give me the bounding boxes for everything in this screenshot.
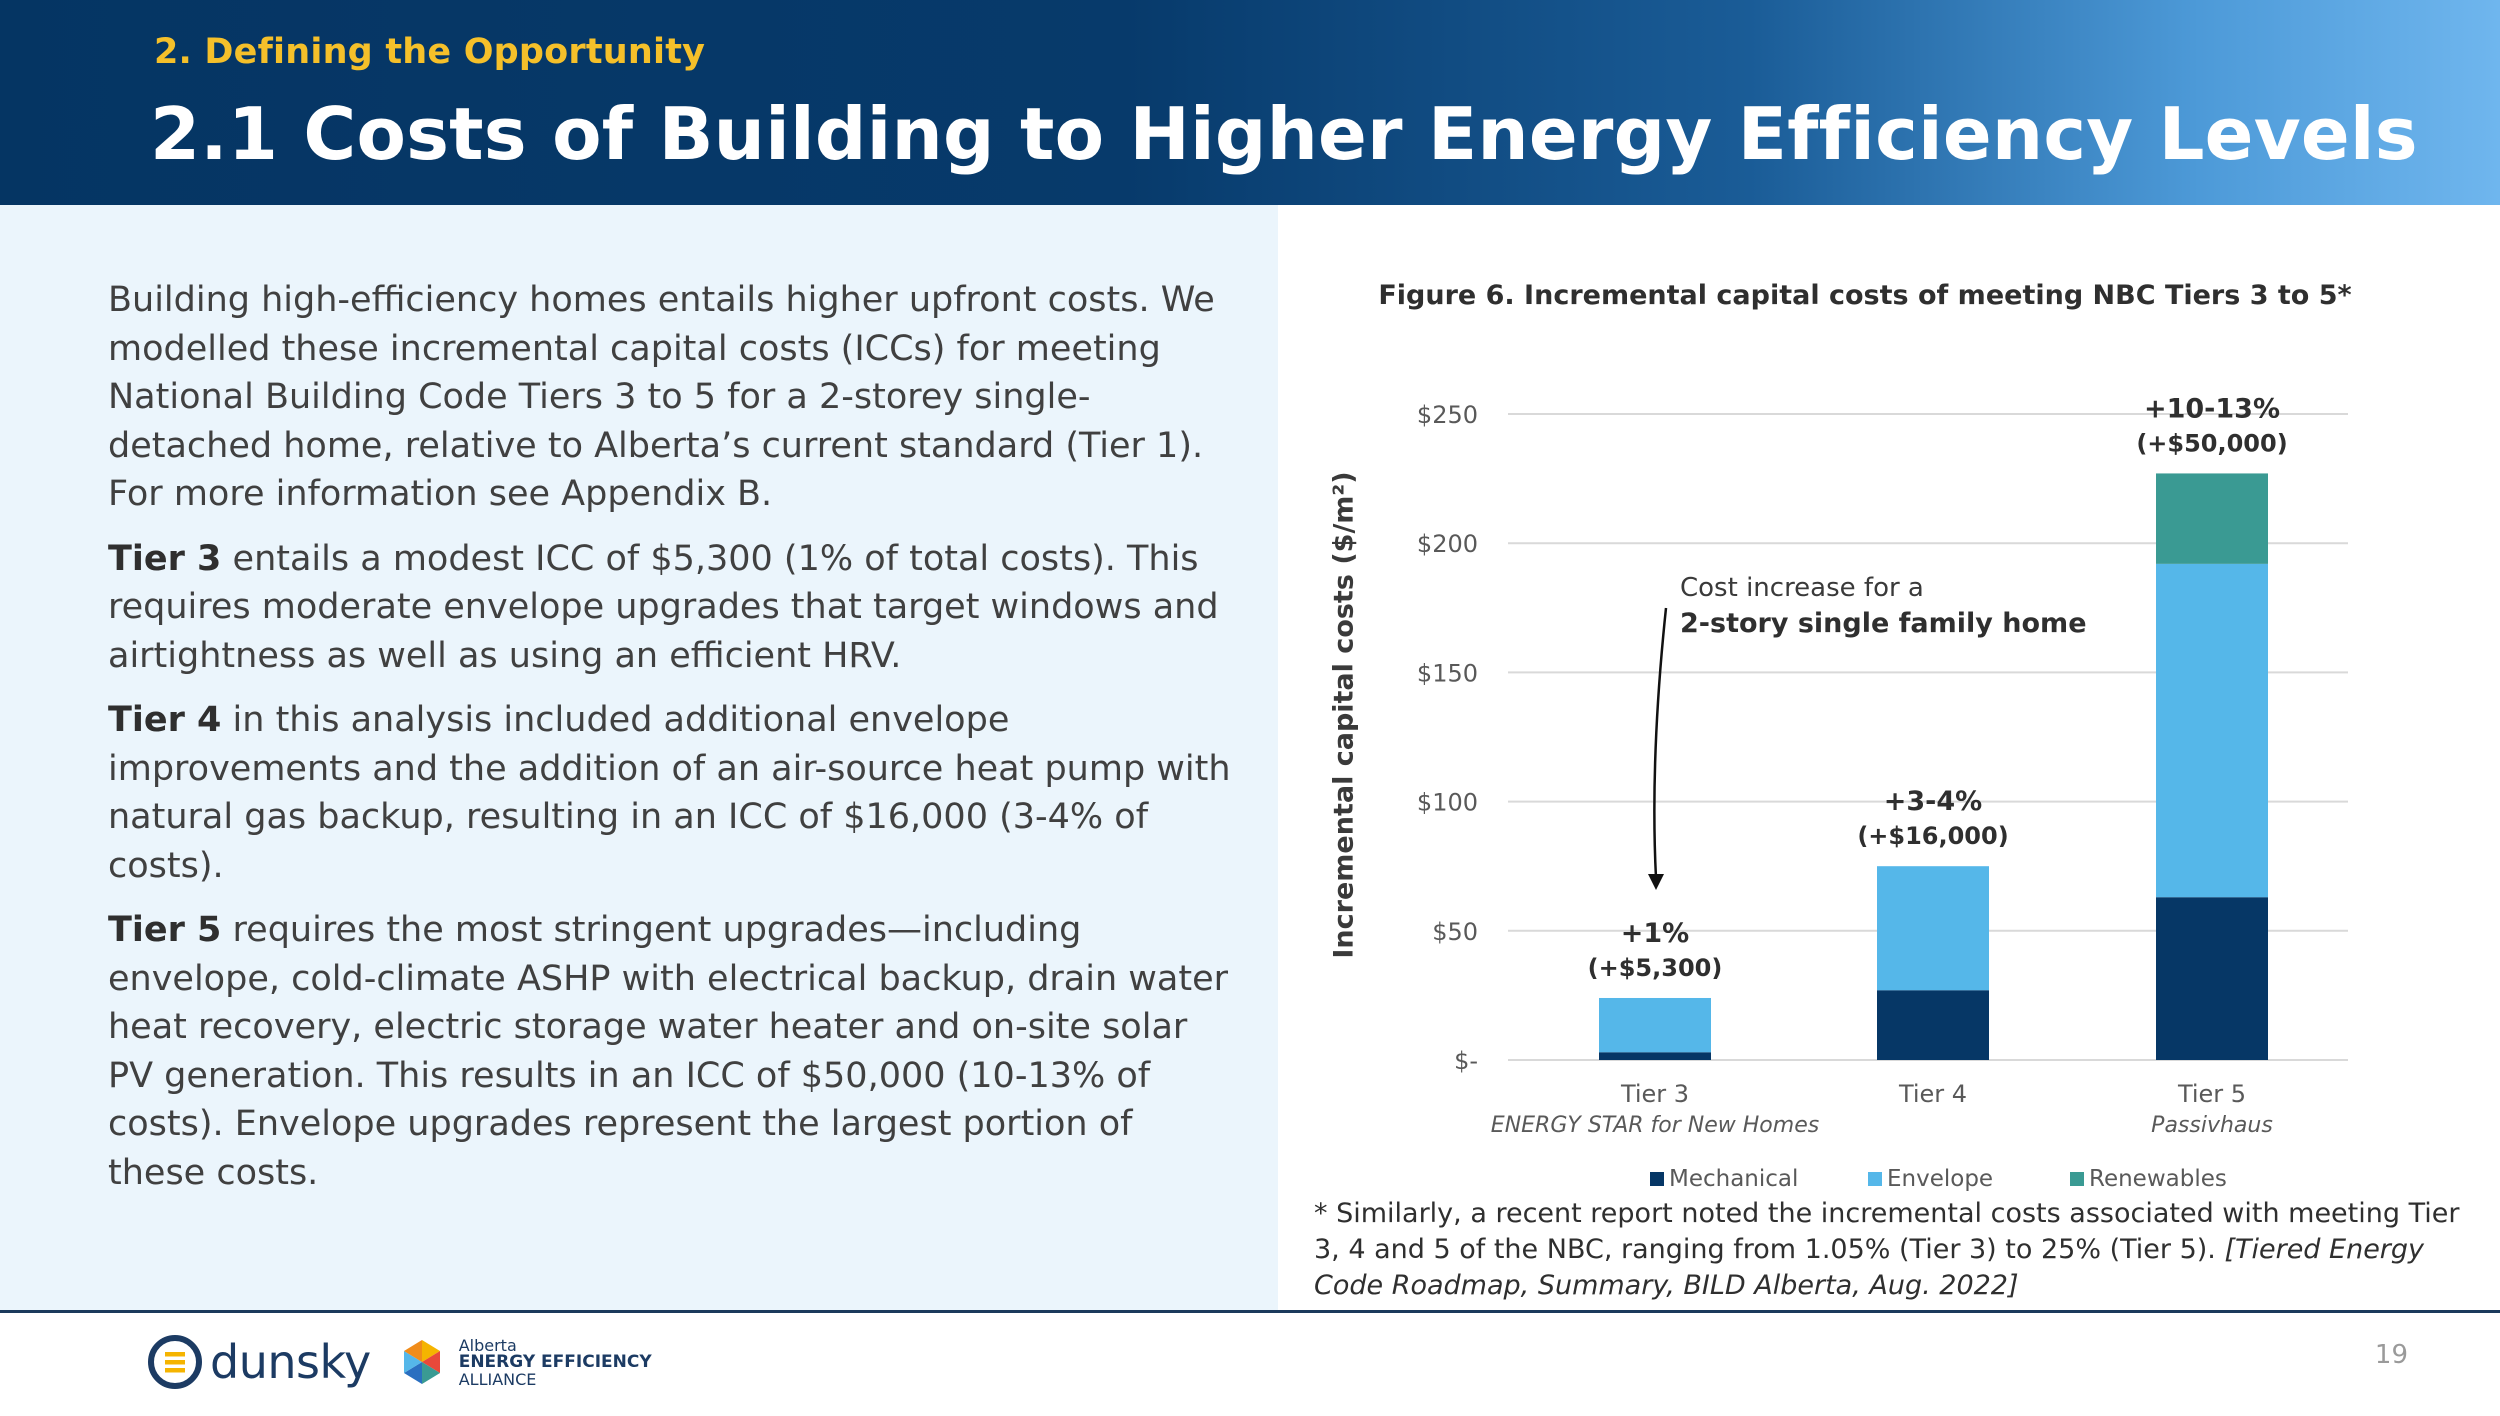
dunsky-logo-icon: [148, 1335, 202, 1389]
stacked-bar-chart: $- $50 $100 $150 $200 $250 +1% (+$5,300) Tier 3 E…: [1417, 393, 2348, 1192]
annotation-line1: Cost increase for a: [1680, 573, 1924, 603]
tier4-paragraph: Tier 4 in this analysis included additio…: [108, 696, 1238, 890]
aeea-logo-text: Alberta ENERGY EFFICIENCY ALLIANCE: [459, 1337, 652, 1388]
x-tick-label: Tier 3: [1620, 1080, 1689, 1108]
bar-tier3-envelope: [1599, 997, 1711, 1053]
y-tick-label: $150: [1417, 659, 1478, 687]
x-tick-label: Tier 4: [1898, 1080, 1967, 1108]
data-label-cost: (+$16,000): [1857, 822, 2008, 850]
bar-tier5-envelope: [2156, 563, 2268, 898]
bar-tier5-renewables: [2156, 473, 2268, 564]
tier3-text: entails a modest ICC of $5,300 (1% of to…: [108, 538, 1219, 676]
legend-label-envelope: Envelope: [1887, 1166, 1993, 1192]
footnote-citation: [Tiered Energy Code Roadmap, Summary, BI…: [1314, 1234, 2425, 1301]
x-tick-label: Tier 5: [2177, 1080, 2246, 1108]
aeea-logo-line3: ALLIANCE: [458, 1369, 537, 1389]
tier5-paragraph: Tier 5 requires the most stringent upgra…: [108, 906, 1238, 1197]
bar-tier5-mechanical: [2156, 897, 2268, 1060]
data-label-pct: +10-13%: [2144, 393, 2280, 424]
dunsky-logo-text: dunsky: [210, 1335, 371, 1389]
bar-tier4-envelope: [1877, 866, 1989, 991]
tier3-paragraph: Tier 3 entails a modest ICC of $5,300 (1…: [108, 535, 1238, 681]
legend-swatch-mechanical: [1650, 1172, 1664, 1186]
annotation-arrow-line: [1653, 607, 1668, 879]
footer-divider: [0, 1310, 2500, 1313]
legend-label-renewables: Renewables: [2089, 1166, 2227, 1192]
data-label-pct: +3-4%: [1884, 786, 1982, 817]
footnote: * Similarly, a recent report noted the i…: [1314, 1196, 2474, 1304]
tier4-text: in this analysis included additional env…: [108, 700, 1231, 886]
page-number: 19: [2374, 1340, 2408, 1370]
bar-tier3-mechanical: [1599, 1052, 1711, 1060]
data-label-cost: (+$5,300): [1588, 954, 1723, 982]
data-label-pct: +1%: [1621, 918, 1689, 949]
annotation-line2: 2-story single family home: [1680, 608, 2087, 639]
tier5-label: Tier 5: [108, 910, 222, 950]
body-text: Building high-efficiency homes entails h…: [108, 276, 1238, 1213]
aeea-logo-icon: [403, 1340, 440, 1384]
intro-paragraph: Building high-efficiency homes entails h…: [108, 280, 1215, 514]
figure-title: Figure 6. Incremental capital costs of m…: [1378, 280, 2352, 311]
tier5-text: requires the most stringent upgrades—inc…: [108, 910, 1228, 1193]
data-label-cost: (+$50,000): [2136, 429, 2287, 457]
header-banner: [0, 0, 2500, 205]
legend-label-mechanical: Mechanical: [1669, 1166, 1798, 1192]
aeea-logo-line2: ENERGY EFFICIENCY: [458, 1351, 652, 1372]
left-panel: [0, 205, 1278, 1310]
annotation-arrow-head: [1648, 874, 1664, 890]
y-tick-label: $50: [1432, 918, 1478, 946]
aeea-logo-line1: Alberta: [458, 1335, 517, 1355]
y-tick-label: $200: [1417, 530, 1478, 558]
x-tick-sublabel: ENERGY STAR for New Homes: [1491, 1113, 1819, 1138]
section-label: 2. Defining the Opportunity: [154, 32, 706, 72]
tier4-label: Tier 4: [108, 700, 222, 740]
y-tick-label: $-: [1454, 1047, 1478, 1075]
y-tick-label: $250: [1417, 401, 1478, 429]
footnote-text: * Similarly, a recent report noted the i…: [1314, 1198, 2460, 1265]
legend-swatch-envelope: [1868, 1172, 1882, 1186]
y-tick-label: $100: [1417, 789, 1478, 817]
footer-logos: dunsky Alberta ENERGY EFFICIENCY ALLIANC…: [148, 1322, 652, 1402]
legend-swatch-renewables: [2070, 1172, 2084, 1186]
bar-tier4-mechanical: [1877, 990, 1989, 1060]
x-tick-sublabel: Passivhaus: [2151, 1113, 2273, 1138]
chart-container: $- $50 $100 $150 $200 $250 +1% (+$5,300) Tier 3 E…: [1300, 380, 2380, 1210]
tier3-label: Tier 3: [108, 538, 222, 579]
page-title: 2.1 Costs of Building to Higher Energy E…: [150, 92, 2418, 176]
